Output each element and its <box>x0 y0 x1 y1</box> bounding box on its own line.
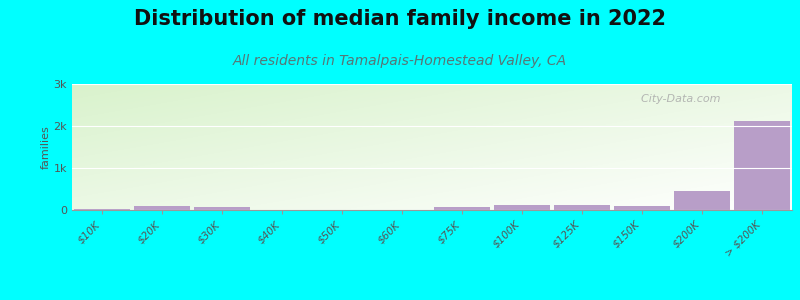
Bar <box>74 209 130 210</box>
Bar <box>554 205 610 210</box>
Text: Distribution of median family income in 2022: Distribution of median family income in … <box>134 9 666 29</box>
Bar <box>494 206 550 210</box>
Text: City-Data.com: City-Data.com <box>634 94 720 104</box>
Bar <box>734 121 790 210</box>
Bar <box>134 206 190 210</box>
Bar <box>434 207 490 210</box>
Bar <box>614 206 670 210</box>
Y-axis label: families: families <box>41 125 50 169</box>
Bar <box>674 191 730 210</box>
Bar <box>194 207 250 210</box>
Text: All residents in Tamalpais-Homestead Valley, CA: All residents in Tamalpais-Homestead Val… <box>233 54 567 68</box>
